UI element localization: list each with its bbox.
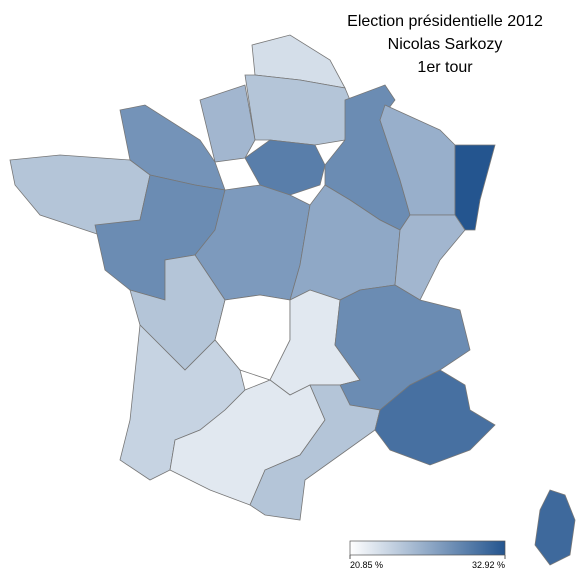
region bbox=[374, 369, 496, 466]
title-line: 1er tour bbox=[417, 59, 473, 76]
region bbox=[394, 214, 466, 301]
title-line: Nicolas Sarkozy bbox=[388, 36, 503, 53]
legend-label: 32.92 % bbox=[472, 560, 505, 570]
region bbox=[534, 489, 576, 566]
region bbox=[454, 144, 496, 231]
legend-label: 20.85 % bbox=[350, 560, 383, 570]
region bbox=[249, 384, 381, 521]
legend-bar bbox=[349, 540, 506, 556]
title-line: Election présidentielle 2012 bbox=[347, 13, 543, 30]
region bbox=[199, 84, 256, 163]
